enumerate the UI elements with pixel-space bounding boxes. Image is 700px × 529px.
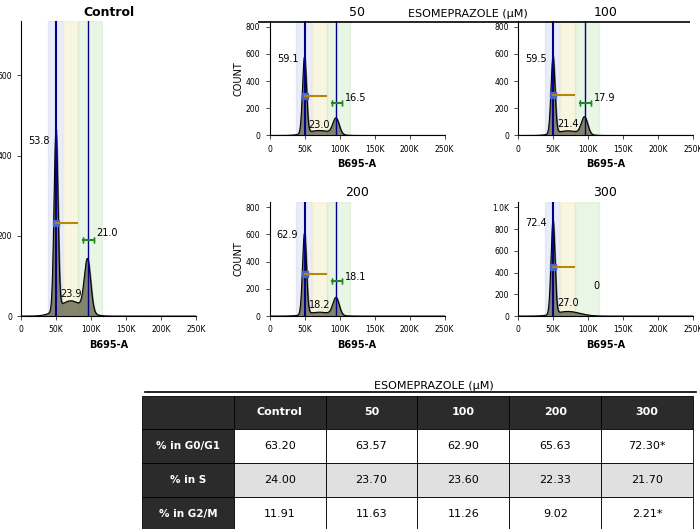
- Text: 21.0: 21.0: [97, 228, 118, 238]
- Text: 27.0: 27.0: [557, 298, 579, 308]
- Text: 21.4: 21.4: [557, 120, 579, 130]
- X-axis label: B695-A: B695-A: [337, 159, 377, 169]
- Text: ESOMEPRAZOLE (μM): ESOMEPRAZOLE (μM): [407, 9, 528, 19]
- Bar: [296, 202, 312, 316]
- X-axis label: B695-A: B695-A: [89, 340, 128, 350]
- Bar: [560, 202, 575, 316]
- Text: 59.5: 59.5: [525, 53, 547, 63]
- Text: 0: 0: [594, 281, 600, 291]
- Text: 62.9: 62.9: [276, 230, 298, 240]
- Bar: [63, 21, 78, 316]
- Bar: [327, 202, 350, 316]
- Text: 18.1: 18.1: [345, 272, 367, 282]
- X-axis label: B695-A: B695-A: [586, 340, 625, 350]
- Bar: [575, 21, 598, 135]
- Text: 23.0: 23.0: [309, 120, 330, 130]
- Bar: [545, 21, 560, 135]
- Title: 50: 50: [349, 6, 365, 19]
- Text: 18.2: 18.2: [309, 299, 330, 309]
- Bar: [560, 21, 575, 135]
- Title: 200: 200: [345, 186, 369, 199]
- Text: ESOMEPRAZOLE (μM): ESOMEPRAZOLE (μM): [374, 380, 494, 390]
- Bar: [545, 202, 560, 316]
- Title: Control: Control: [83, 6, 134, 19]
- Bar: [48, 21, 63, 316]
- X-axis label: B695-A: B695-A: [337, 340, 377, 350]
- Title: 100: 100: [594, 6, 617, 19]
- Bar: [327, 21, 350, 135]
- Text: 53.8: 53.8: [28, 136, 50, 146]
- Text: 59.1: 59.1: [276, 54, 298, 64]
- Title: 300: 300: [594, 186, 617, 199]
- Text: 17.9: 17.9: [594, 93, 615, 103]
- Bar: [78, 21, 102, 316]
- Text: 72.4: 72.4: [525, 218, 547, 228]
- Bar: [575, 202, 598, 316]
- Bar: [312, 21, 327, 135]
- Y-axis label: COUNT: COUNT: [233, 61, 243, 96]
- X-axis label: B695-A: B695-A: [586, 159, 625, 169]
- Text: 16.5: 16.5: [345, 93, 367, 103]
- Bar: [296, 21, 312, 135]
- Text: 23.9: 23.9: [60, 289, 82, 299]
- Y-axis label: COUNT: COUNT: [233, 242, 243, 276]
- Bar: [312, 202, 327, 316]
